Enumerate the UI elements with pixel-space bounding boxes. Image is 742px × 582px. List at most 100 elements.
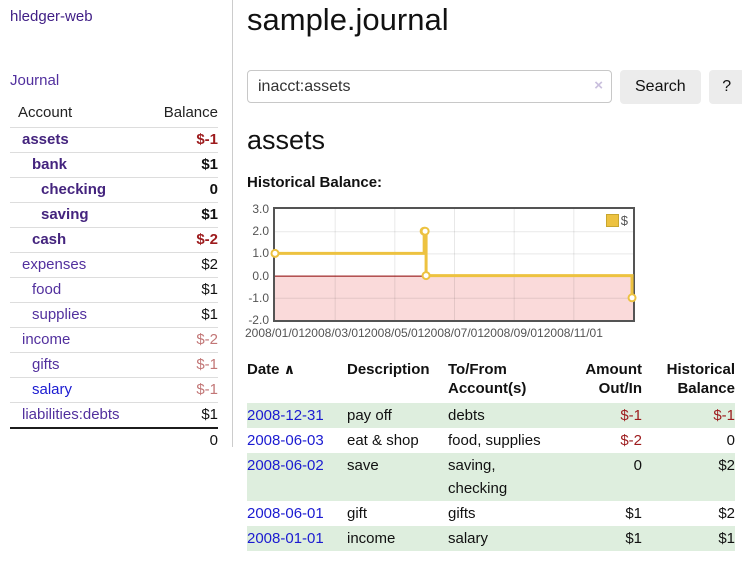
transaction-row: 2008-01-01 income salary $1 $1 bbox=[247, 526, 735, 551]
y-tick-label: 1.0 bbox=[252, 246, 269, 261]
transaction-description: pay off bbox=[347, 407, 392, 424]
transaction-date-link[interactable]: 2008-01-01 bbox=[247, 530, 324, 547]
chart-legend: $ bbox=[605, 213, 628, 228]
transaction-description: gift bbox=[347, 505, 368, 522]
clear-search-icon[interactable]: × bbox=[594, 77, 603, 94]
account-link[interactable]: salary bbox=[32, 381, 73, 398]
account-balance: $1 bbox=[201, 206, 218, 223]
page-title: sample.journal bbox=[247, 2, 449, 37]
account-link[interactable]: cash bbox=[32, 231, 67, 248]
transaction-row: 2008-06-02 save saving, checking 0 $2 bbox=[247, 453, 735, 501]
data-point bbox=[627, 293, 637, 303]
accounts-table: Account Balance assets $-1 bank $1 check… bbox=[10, 104, 218, 453]
data-point bbox=[270, 248, 280, 258]
legend-swatch-icon bbox=[605, 214, 619, 227]
search-help-button[interactable]: ? bbox=[708, 70, 742, 104]
transaction-description: save bbox=[347, 457, 379, 474]
account-row: liabilities:debts $1 bbox=[10, 402, 218, 429]
transaction-balance: 0 bbox=[726, 432, 735, 449]
account-link[interactable]: liabilities:debts bbox=[22, 406, 120, 423]
transaction-amount: $1 bbox=[625, 530, 642, 547]
main-content: sample.journal × Search ? assets Histori… bbox=[245, 0, 742, 582]
account-link[interactable]: gifts bbox=[32, 356, 60, 373]
accounts-header-account: Account bbox=[18, 104, 73, 121]
x-tick-label: 2008/09/01 bbox=[483, 326, 544, 340]
account-balance: $2 bbox=[201, 256, 218, 273]
account-link[interactable]: bank bbox=[32, 156, 68, 173]
account-balance: $-1 bbox=[196, 356, 218, 373]
data-point bbox=[421, 271, 431, 281]
account-link[interactable]: saving bbox=[41, 206, 89, 223]
transaction-accounts: gifts bbox=[448, 505, 476, 522]
transaction-date-link[interactable]: 2008-12-31 bbox=[247, 407, 324, 424]
legend-label: $ bbox=[620, 213, 628, 228]
account-link[interactable]: assets bbox=[22, 131, 69, 148]
x-tick-label: 2008/01/01 bbox=[244, 326, 306, 340]
y-tick-label: -2.0 bbox=[248, 313, 269, 327]
account-row: food $1 bbox=[10, 277, 218, 303]
sidebar-item-journal[interactable]: Journal bbox=[10, 72, 60, 89]
data-point bbox=[420, 226, 430, 236]
accounts-header-row: Account Balance bbox=[10, 104, 218, 128]
account-heading: assets bbox=[247, 125, 326, 155]
account-balance: $-2 bbox=[196, 331, 218, 348]
account-link[interactable]: expenses bbox=[22, 256, 87, 273]
account-row: supplies $1 bbox=[10, 302, 218, 328]
transaction-date-link[interactable]: 2008-06-01 bbox=[247, 505, 324, 522]
transaction-row: 2008-06-03 eat & shop food, supplies $-2… bbox=[247, 428, 735, 453]
header-amount-outin: Amount Out/In bbox=[585, 361, 642, 397]
header-description: Description bbox=[347, 361, 430, 378]
x-tick-label: 2008/03/01 bbox=[304, 326, 365, 340]
y-tick-label: 2.0 bbox=[252, 224, 269, 239]
historical-balance-chart: 3.0 2.0 1.0 0.0 -1.0 -2.0 $ 2008/01/01 2008/03… bbox=[245, 202, 742, 354]
chart-canvas bbox=[270, 209, 637, 320]
account-link[interactable]: income bbox=[22, 331, 71, 348]
app-title: hledger-web bbox=[10, 8, 218, 25]
account-row: salary $-1 bbox=[10, 377, 218, 403]
account-row: expenses $2 bbox=[10, 252, 218, 278]
account-link[interactable]: supplies bbox=[32, 306, 88, 323]
header-tofrom-accounts: To/From Account(s) bbox=[448, 361, 527, 397]
transaction-description: income bbox=[347, 530, 396, 547]
transactions-header-row: Date ∧ Description To/From Account(s) Am… bbox=[247, 358, 735, 403]
x-tick-label: 2008/07/01 bbox=[423, 326, 485, 340]
account-link[interactable]: food bbox=[32, 281, 62, 298]
y-tick-label: -1.0 bbox=[248, 290, 269, 305]
account-link[interactable]: checking bbox=[41, 181, 107, 198]
transaction-accounts: saving, checking bbox=[448, 457, 508, 497]
transaction-date-link[interactable]: 2008-06-02 bbox=[247, 457, 324, 474]
transaction-amount: 0 bbox=[633, 457, 642, 474]
y-tick-label: 3.0 bbox=[252, 202, 269, 216]
sort-asc-icon: ∧ bbox=[283, 361, 296, 377]
transaction-balance: $1 bbox=[718, 530, 735, 547]
account-balance: $1 bbox=[201, 306, 218, 323]
header-date[interactable]: Date ∧ bbox=[247, 361, 296, 378]
search-form: × Search ? bbox=[247, 70, 742, 104]
accounts-total-value: 0 bbox=[209, 432, 218, 449]
x-tick-label: 2008/11/01 bbox=[543, 326, 603, 340]
search-button[interactable]: Search bbox=[620, 70, 701, 104]
transactions-table: Date ∧ Description To/From Account(s) Am… bbox=[247, 358, 735, 551]
accounts-header-balance: Balance bbox=[163, 104, 218, 121]
account-balance: $-2 bbox=[196, 231, 218, 248]
transaction-amount: $1 bbox=[625, 505, 642, 522]
account-row: bank $1 bbox=[10, 152, 218, 178]
account-row: income $-2 bbox=[10, 327, 218, 353]
account-row: assets $-1 bbox=[10, 127, 218, 153]
transaction-amount: $-1 bbox=[620, 407, 642, 424]
x-tick-label: 2008/05/01 bbox=[364, 326, 425, 340]
account-row: checking 0 bbox=[10, 177, 218, 203]
sidebar: hledger-web Journal Account Balance asse… bbox=[0, 0, 233, 449]
transaction-accounts: salary bbox=[448, 530, 489, 547]
search-input[interactable] bbox=[247, 70, 612, 103]
chart-plot-area: $ bbox=[270, 207, 637, 322]
account-row: gifts $-1 bbox=[10, 352, 218, 378]
transaction-row: 2008-06-01 gift gifts $1 $2 bbox=[247, 501, 735, 526]
transaction-date-link[interactable]: 2008-06-03 bbox=[247, 432, 324, 449]
account-balance: $1 bbox=[201, 281, 218, 298]
app-title-link[interactable]: hledger-web bbox=[10, 8, 93, 25]
sidebar-nav: Journal bbox=[10, 72, 218, 89]
account-balance: 0 bbox=[209, 181, 218, 198]
accounts-total-row: 0 bbox=[10, 428, 218, 453]
